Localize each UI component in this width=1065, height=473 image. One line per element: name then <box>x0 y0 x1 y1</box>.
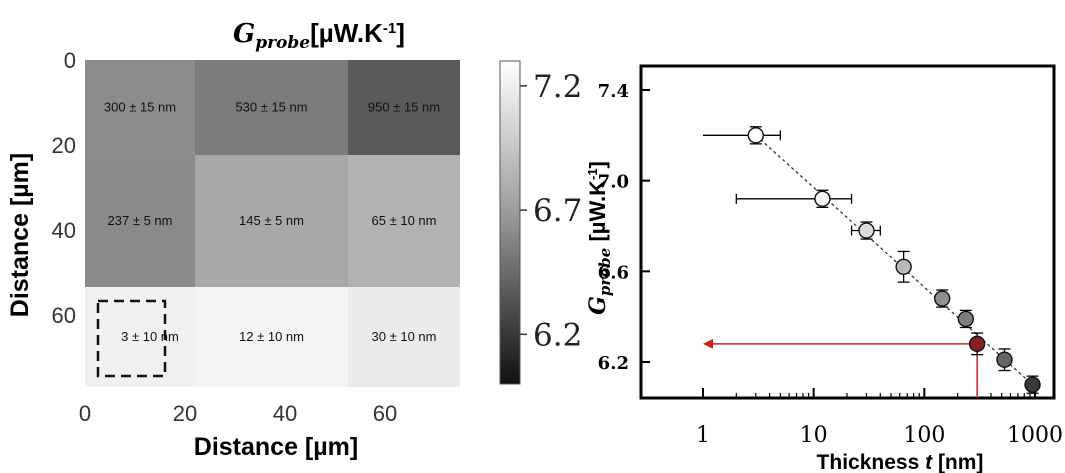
heatmap-title: Gprobe[µW.K-1] <box>233 18 405 53</box>
colorbar <box>499 60 521 385</box>
heatmap-y-label: Distance [µm] <box>6 153 34 317</box>
scatter-x-tick-label: 1 <box>696 423 710 448</box>
scatter-panel: 1 10 100 1000 6.2 6.6 7.0 7.4 Thickness t [nm]… <box>585 64 1063 473</box>
scatter-point <box>996 351 1013 368</box>
heatmap-title-unit: [µW.K <box>310 18 383 48</box>
heatmap-cell <box>348 155 460 287</box>
colorbar-tick-label: 7.2 <box>533 69 582 105</box>
heatmap-cell <box>348 287 460 387</box>
scatter-y-tick-label: 7.4 <box>598 81 629 102</box>
heatmap-title-symbol: G <box>233 19 255 49</box>
heatmap-cell <box>85 60 195 155</box>
heatmap-cell <box>195 155 348 287</box>
scatter-x-tick-label: 100 <box>903 423 945 448</box>
heatmap-y-tick-label: 40 <box>52 218 76 243</box>
scatter-point <box>968 335 986 353</box>
heatmap-x-tick-label: 20 <box>173 401 197 426</box>
scatter-x-label-prefix: Thickness <box>817 451 926 473</box>
heatmap-x-label: Distance [µm] <box>194 433 358 461</box>
heatmap-title-subscript: probe <box>255 33 310 53</box>
scatter-y-tick-label: 6.6 <box>598 262 629 283</box>
scatter-fit-line <box>755 134 1033 386</box>
scatter-point <box>895 258 912 275</box>
scatter-point <box>747 127 765 144</box>
heatmap-x-tick-label: 40 <box>273 401 297 426</box>
heatmap-cell-label: 300 ± 15 nm <box>104 100 176 115</box>
heatmap-y-ticks: 0 20 40 60 <box>52 48 76 328</box>
scatter-y-label-symbol: G <box>585 296 611 315</box>
heatmap-cell <box>195 287 348 387</box>
heatmap-cell-label: 145 ± 5 nm <box>239 213 304 228</box>
heatmap-cell <box>348 60 460 155</box>
scatter-y-ticks: 6.2 6.6 7.0 7.4 <box>598 81 650 374</box>
scatter-y-label-close: ] <box>585 161 610 168</box>
heatmap-x-tick-label: 60 <box>373 401 397 426</box>
heatmap-panel: Gprobe[µW.K-1] 300 ± 15 nm 530 ± 15 nm 950… <box>6 18 582 461</box>
scatter-y-label-unit: [µW.K <box>585 180 610 248</box>
heatmap-y-tick-label: 0 <box>64 48 76 73</box>
scatter-point <box>957 310 975 328</box>
heatmap-cell-label: 530 ± 15 nm <box>235 100 307 115</box>
colorbar-tick-label: 6.2 <box>533 317 582 353</box>
scatter-fit-line-group <box>755 134 1033 386</box>
colorbar-ticks: 7.2 6.7 6.2 <box>520 69 582 353</box>
heatmap-cell-label: 3 ± 10 nm <box>121 329 179 344</box>
heatmap-y-tick-label: 20 <box>52 133 76 158</box>
heatmap-cell <box>195 60 348 155</box>
heatmap-cell-label: 950 ± 15 nm <box>368 100 440 115</box>
heatmap-x-ticks: 0 20 40 60 <box>79 401 397 426</box>
heatmap-cell-label: 65 ± 10 nm <box>372 213 437 228</box>
scatter-x-label-variable: t <box>925 451 933 473</box>
highlight-dashed-box <box>96 299 167 378</box>
heatmap-cell-label: 30 ± 10 nm <box>372 329 437 344</box>
heatmap-cell-label: 237 ± 5 nm <box>108 213 173 228</box>
scatter-point <box>814 190 831 208</box>
heatmap-title-close: ] <box>396 18 405 48</box>
heatmap-cell-label: 12 ± 10 nm <box>239 329 304 344</box>
scatter-point <box>858 222 875 239</box>
scatter-x-tick-label: 1000 <box>1007 423 1063 448</box>
scatter-y-label: Gprobe [µW.K-1] <box>585 161 614 315</box>
heatmap-y-tick-label: 60 <box>52 303 76 328</box>
heatmap-cell <box>85 287 195 387</box>
scatter-y-tick-label: 6.2 <box>598 353 629 374</box>
heatmap-cells: 300 ± 15 nm 530 ± 15 nm 950 ± 15 nm 237 ± 5… <box>85 60 460 387</box>
scatter-y-tick-label: 7.0 <box>598 172 629 193</box>
scatter-point <box>1024 376 1041 393</box>
colorbar-tick-label: 6.7 <box>533 193 582 229</box>
scatter-x-ticks: 1 10 100 1000 <box>696 388 1063 448</box>
scatter-x-label: Thickness t [nm] <box>817 451 984 473</box>
scatter-x-tick-label: 10 <box>800 423 828 448</box>
heatmap-cell <box>85 155 195 287</box>
scatter-x-label-suffix: [nm] <box>932 451 983 473</box>
scatter-y-label-superscript: -1 <box>585 168 600 180</box>
heatmap-x-tick-label: 0 <box>79 401 91 426</box>
heatmap-title-superscript: -1 <box>383 20 396 37</box>
scatter-y-label-subscript: probe <box>596 248 614 296</box>
scatter-point <box>933 290 951 307</box>
scatter-points <box>703 126 1041 394</box>
